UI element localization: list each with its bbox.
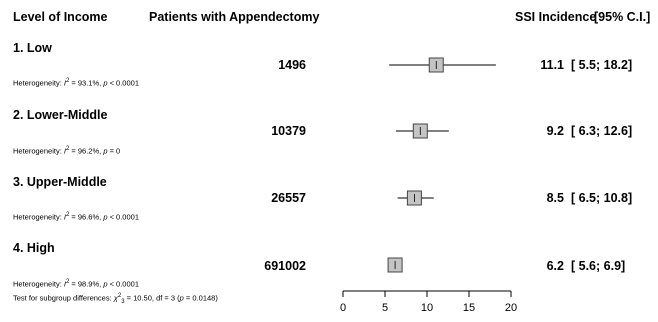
header-level-of-income: Level of Income — [13, 10, 108, 24]
header-patients: Patients with Appendectomy — [149, 10, 320, 24]
patients-count: 10379 — [271, 124, 306, 138]
x-tick-label: 15 — [463, 302, 475, 314]
group-label: 1. Low — [13, 41, 52, 55]
heterogeneity-text: Heterogeneity: I2 = 96.6%, p < 0.0001 — [13, 212, 139, 222]
x-tick-label: 5 — [382, 302, 388, 314]
group-label: 2. Lower-Middle — [13, 108, 108, 122]
estimate-value: 8.5 — [546, 191, 564, 205]
x-tick-label: 20 — [505, 302, 517, 314]
subgroup-test-text: Test for subgroup differences: χ23 = 10.… — [13, 293, 218, 305]
x-tick-label: 0 — [340, 302, 346, 314]
estimate-value: 9.2 — [546, 124, 564, 138]
group-label: 3. Upper-Middle — [13, 175, 107, 189]
ci-value: [ 6.3; 12.6] — [571, 124, 633, 138]
group-label: 4. High — [13, 241, 55, 255]
patients-count: 1496 — [278, 58, 306, 72]
heterogeneity-text: Heterogeneity: I2 = 93.1%, p < 0.0001 — [13, 78, 139, 88]
ci-value: [ 5.5; 18.2] — [571, 58, 633, 72]
estimate-value: 6.2 — [546, 259, 564, 273]
header-ssi-incidence: SSI Incidence — [515, 10, 597, 24]
heterogeneity-text: Heterogeneity: I2 = 96.2%, p = 0 — [13, 146, 121, 156]
estimate-value: 11.1 — [540, 58, 564, 72]
header-95-ci: [95% C.I.] — [594, 10, 651, 24]
x-tick-label: 10 — [421, 302, 433, 314]
ci-value: [ 6.5; 10.8] — [571, 191, 633, 205]
patients-count: 26557 — [271, 191, 306, 205]
heterogeneity-text: Heterogeneity: I2 = 98.9%, p < 0.0001 — [13, 279, 139, 289]
patients-count: 691002 — [264, 259, 306, 273]
ci-value: [ 5.6; 6.9] — [571, 259, 626, 273]
